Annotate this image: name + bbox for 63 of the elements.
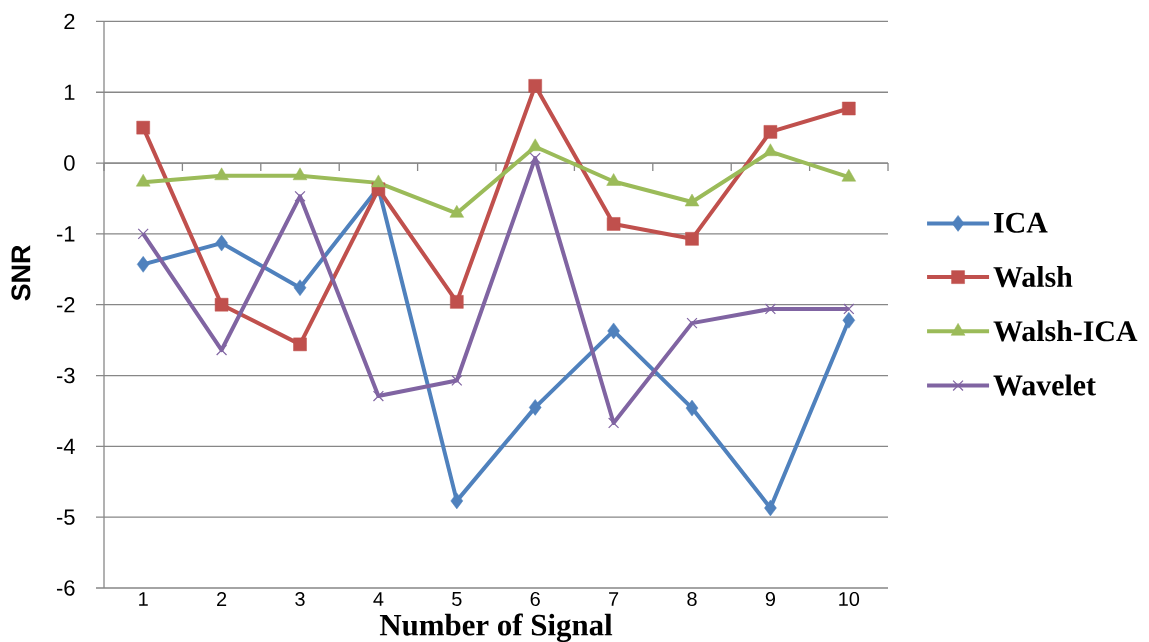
point [841,168,856,182]
point [763,125,778,139]
x-tick-label: 8 [687,591,697,607]
point [764,499,777,517]
point [606,217,621,231]
point [608,417,620,429]
y-tick-label: 2 [64,13,75,30]
x-tick-label: 4 [373,592,384,606]
point [528,399,542,416]
point [528,138,543,152]
point [372,390,384,402]
point [684,193,700,207]
point [293,337,307,352]
x-tick-label: 6 [530,591,540,607]
point [136,256,150,273]
point [449,205,464,218]
point [450,295,464,309]
point [606,173,621,186]
point [214,297,229,312]
point [686,317,698,329]
point [371,174,386,188]
y-tick-label: -4 [56,438,75,454]
legend-label: Walsh-ICA [993,320,1138,342]
point [215,234,228,252]
x-tick-label: 3 [295,591,305,607]
point [842,312,856,329]
point [763,143,778,156]
point [685,399,699,417]
point [451,374,463,387]
x-tick-label: 1 [139,592,148,606]
x-tick-label: 9 [765,591,776,607]
y-tick-label: -2 [56,297,75,313]
x-axis-title: Number of Signal [379,613,613,642]
point [842,101,856,116]
x-tick-label: 2 [217,592,227,606]
y-tick-label: -6 [56,580,75,596]
legend-label: ICA [994,212,1048,233]
point [136,120,150,135]
x-tick-label: 7 [609,592,619,606]
y-tick-label: 0 [64,155,75,171]
point [764,303,776,315]
y-tick-label: 1 [64,84,75,100]
point [607,322,620,340]
point [293,279,307,296]
point [214,167,229,181]
point [216,344,228,356]
y-axis-title: SNR [11,245,31,301]
y-tick-label: -3 [56,367,75,384]
point [137,228,149,240]
point [685,232,699,246]
x-tick-label: 10 [839,591,860,607]
x-tick-label: 5 [452,592,462,606]
point [528,79,542,93]
point [136,173,151,187]
point [294,190,306,202]
point [843,303,855,315]
legend-label: Wavelet [993,374,1096,396]
point [450,492,464,510]
legend-label: Walsh [993,266,1073,288]
y-tick-label: -5 [56,509,75,525]
y-tick-label: -1 [56,226,75,242]
point [529,152,541,164]
point [292,167,308,181]
